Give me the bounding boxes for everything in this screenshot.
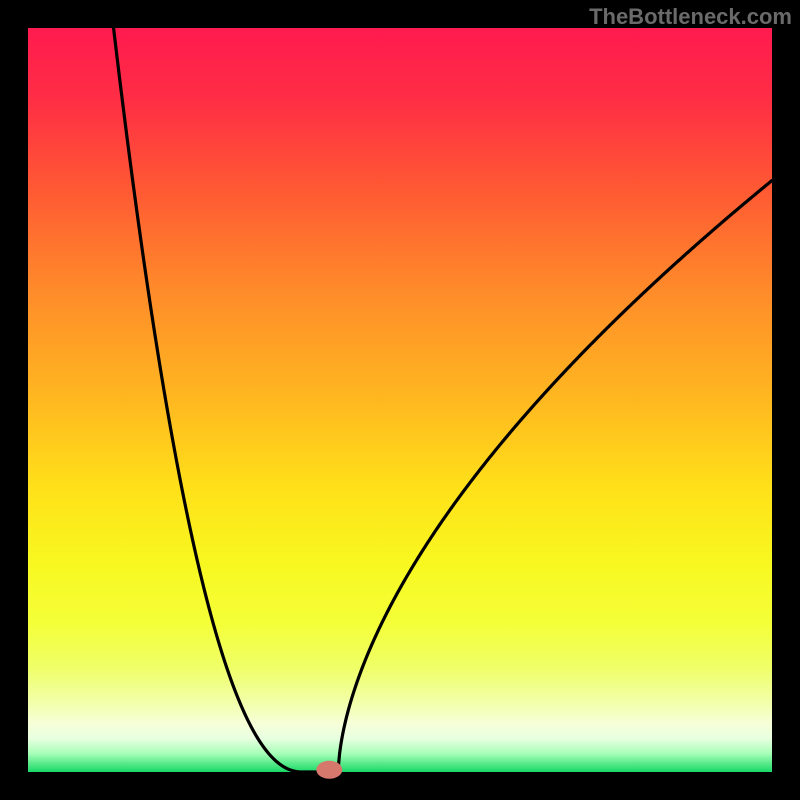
watermark-text: TheBottleneck.com [589, 4, 792, 30]
bottleneck-chart [0, 0, 800, 800]
chart-container: TheBottleneck.com [0, 0, 800, 800]
